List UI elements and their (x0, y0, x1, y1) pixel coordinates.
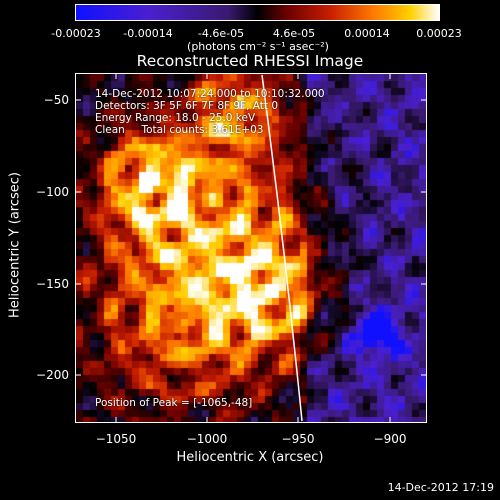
colorbar-tick: 0.00023 (416, 27, 462, 40)
x-tick: −900 (373, 432, 407, 446)
x-tick: −1050 (95, 432, 137, 446)
timestamp-footer: 14-Dec-2012 17:19 (387, 481, 494, 494)
energy-range: Energy Range: 18.0 - 25.0 keV (95, 112, 256, 124)
rhessi-image (76, 74, 426, 422)
colorbar (75, 4, 440, 21)
y-tick: −100 (36, 185, 69, 199)
detectors-label: Detectors: 3F 5F 6F 7F 8F 9F, Att 0 (95, 100, 279, 112)
colorbar-tick: 4.6e-05 (272, 27, 316, 40)
y-tick: −200 (36, 368, 69, 382)
time-range: 14-Dec-2012 10:07:24.000 to 10:10:32.000 (95, 88, 325, 100)
colorbar-tick: -0.00014 (123, 27, 173, 40)
colorbar-units: (photons cm⁻² s⁻¹ asec⁻²) (187, 40, 329, 53)
y-tick: −50 (43, 93, 69, 107)
colorbar-tick: -0.00023 (51, 27, 101, 40)
plot-title: Reconstructed RHESSI Image (136, 52, 364, 70)
peak-position: Position of Peak = [-1065,-48] (95, 397, 253, 409)
x-axis-label: Heliocentric X (arcsec) (176, 450, 324, 465)
y-axis-label: Heliocentric Y (arcsec) (7, 172, 23, 318)
colorbar-tick: 0.00014 (344, 27, 390, 40)
x-tick: −950 (281, 432, 315, 446)
colorbar-tick: -4.6e-05 (197, 27, 245, 40)
x-tick: −1000 (186, 432, 228, 446)
plot-frame (75, 73, 427, 423)
clean-counts: Clean Total counts: 3.61E+03 (95, 124, 264, 136)
y-tick: −150 (36, 277, 69, 291)
